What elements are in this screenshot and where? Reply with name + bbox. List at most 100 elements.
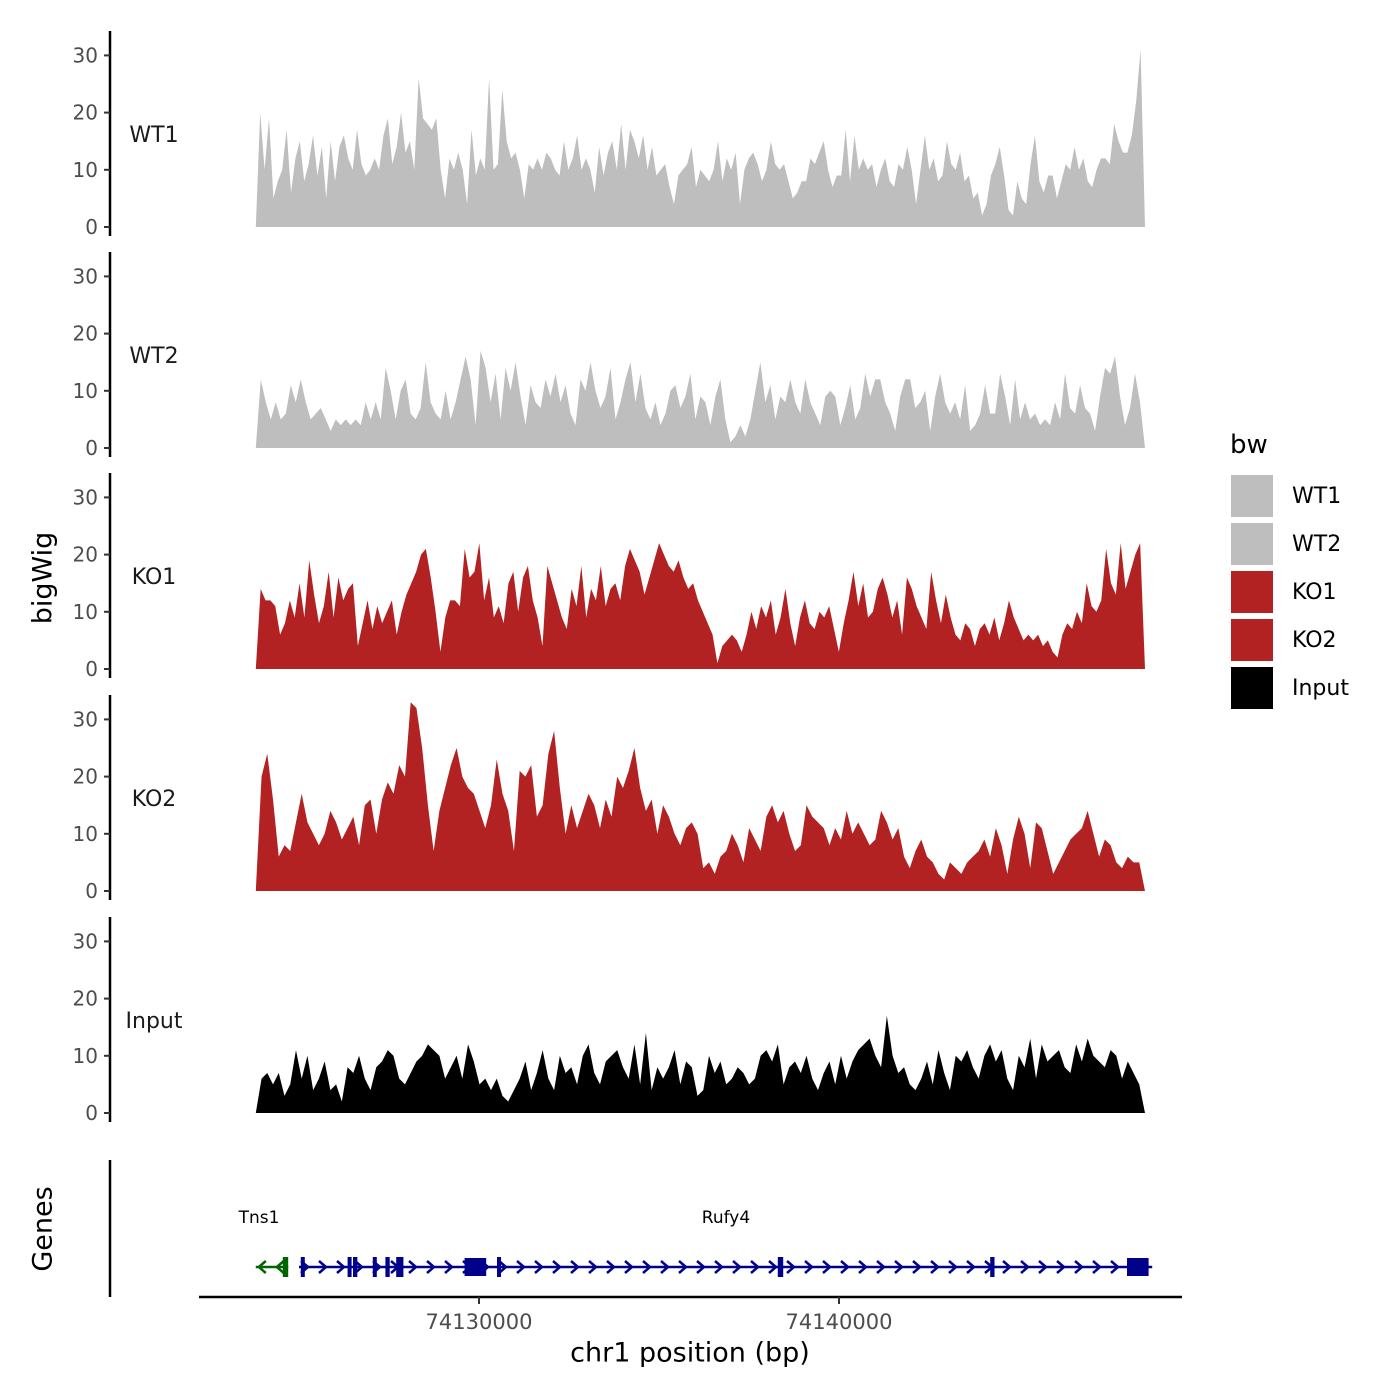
strand-arrow xyxy=(750,1260,760,1274)
legend-item-wt1: WT1 xyxy=(1230,472,1349,520)
exon xyxy=(396,1257,404,1277)
coverage-area-wt2 xyxy=(255,350,1146,448)
strand-arrow xyxy=(732,1260,742,1274)
legend-swatch xyxy=(1230,522,1274,566)
strand-arrow xyxy=(768,1260,778,1274)
track-label: WT1 xyxy=(129,123,178,148)
coverage-area-input xyxy=(255,1015,1146,1113)
track-label: WT2 xyxy=(129,344,178,369)
y-tick-label: 20 xyxy=(73,543,98,567)
strand-arrow xyxy=(858,1260,868,1274)
strand-arrow xyxy=(696,1260,706,1274)
exon xyxy=(464,1258,487,1276)
strand-arrow xyxy=(336,1260,346,1274)
strand-arrow xyxy=(498,1260,508,1274)
x-tick-label: 74140000 xyxy=(786,1310,893,1334)
strand-arrow xyxy=(804,1260,814,1274)
legend-label: KO1 xyxy=(1292,579,1337,605)
strand-arrow xyxy=(966,1260,976,1274)
exon xyxy=(300,1257,305,1277)
y-tick-label: 0 xyxy=(85,657,98,681)
y-tick-label: 20 xyxy=(73,322,98,346)
exon xyxy=(777,1257,784,1277)
legend-item-input: Input xyxy=(1230,664,1349,712)
legend-label: WT2 xyxy=(1292,531,1342,557)
strand-arrow xyxy=(678,1260,688,1274)
legend-swatch xyxy=(1230,570,1274,614)
strand-arrow xyxy=(552,1260,562,1274)
strand-arrow xyxy=(948,1260,958,1274)
legend-label: WT1 xyxy=(1292,483,1342,509)
exon xyxy=(1127,1258,1149,1276)
y-tick-label: 10 xyxy=(73,822,98,846)
exon xyxy=(347,1257,352,1277)
y-tick-label: 30 xyxy=(73,264,98,288)
y-tick-label: 10 xyxy=(73,158,98,182)
y-tick-label: 30 xyxy=(73,43,98,67)
strand-arrow xyxy=(714,1260,724,1274)
strand-arrow xyxy=(274,1260,285,1274)
exon xyxy=(990,1257,995,1277)
strand-arrow xyxy=(624,1260,634,1274)
y-axis-title: bigWig xyxy=(27,531,59,625)
legend-swatch xyxy=(1230,666,1274,710)
legend-label: KO2 xyxy=(1292,627,1337,653)
y-tick-label: 10 xyxy=(73,1044,98,1068)
strand-arrow xyxy=(786,1260,796,1274)
strand-arrow xyxy=(606,1260,616,1274)
exon xyxy=(372,1257,377,1277)
legend-item-wt2: WT2 xyxy=(1230,520,1349,568)
strand-arrow xyxy=(444,1260,454,1274)
y-tick-label: 20 xyxy=(73,987,98,1011)
legend-swatch xyxy=(1230,474,1274,518)
exon xyxy=(282,1257,289,1277)
track-label: KO1 xyxy=(132,565,177,590)
legend-item-ko1: KO1 xyxy=(1230,568,1349,616)
legend-swatch xyxy=(1230,618,1274,662)
gene-label-rufy4: Rufy4 xyxy=(702,1208,750,1228)
strand-arrow xyxy=(822,1260,832,1274)
genes-axis-title: Genes xyxy=(27,1186,59,1272)
y-tick-label: 20 xyxy=(73,765,98,789)
legend: bw WT1 WT2 KO1 KO2 Input xyxy=(1230,430,1349,712)
strand-arrow xyxy=(894,1260,904,1274)
strand-arrow xyxy=(912,1260,922,1274)
coverage-area-wt1 xyxy=(255,49,1146,228)
y-tick-label: 0 xyxy=(85,1101,98,1125)
strand-arrow xyxy=(1092,1260,1102,1274)
y-tick-label: 30 xyxy=(73,485,98,509)
y-tick-label: 30 xyxy=(73,929,98,953)
y-tick-label: 10 xyxy=(73,379,98,403)
exon xyxy=(497,1257,501,1277)
legend-item-ko2: KO2 xyxy=(1230,616,1349,664)
strand-arrow xyxy=(516,1260,526,1274)
x-tick-label: 74130000 xyxy=(426,1310,533,1334)
y-tick-label: 30 xyxy=(73,707,98,731)
strand-arrow xyxy=(354,1260,364,1274)
track-label: Input xyxy=(126,1009,183,1034)
coverage-area-ko1 xyxy=(255,543,1146,669)
y-tick-label: 20 xyxy=(73,101,98,125)
strand-arrow xyxy=(1038,1260,1048,1274)
strand-arrow xyxy=(318,1260,328,1274)
strand-arrow xyxy=(840,1260,850,1274)
y-tick-label: 10 xyxy=(73,600,98,624)
y-tick-label: 0 xyxy=(85,436,98,460)
strand-arrow xyxy=(256,1260,267,1274)
strand-arrow xyxy=(660,1260,670,1274)
exon xyxy=(353,1257,358,1277)
y-tick-label: 0 xyxy=(85,215,98,239)
strand-arrow xyxy=(876,1260,886,1274)
gene-label-tns1: Tns1 xyxy=(238,1208,280,1228)
coverage-area-ko2 xyxy=(255,702,1146,891)
x-axis-title: chr1 position (bp) xyxy=(570,1337,810,1369)
strand-arrow xyxy=(1056,1260,1066,1274)
strand-arrow xyxy=(570,1260,580,1274)
legend-title: bw xyxy=(1230,430,1268,460)
strand-arrow xyxy=(642,1260,652,1274)
strand-arrow xyxy=(1020,1260,1030,1274)
strand-arrow xyxy=(426,1260,436,1274)
strand-arrow xyxy=(588,1260,598,1274)
legend-label: Input xyxy=(1292,675,1349,701)
strand-arrow xyxy=(1074,1260,1084,1274)
